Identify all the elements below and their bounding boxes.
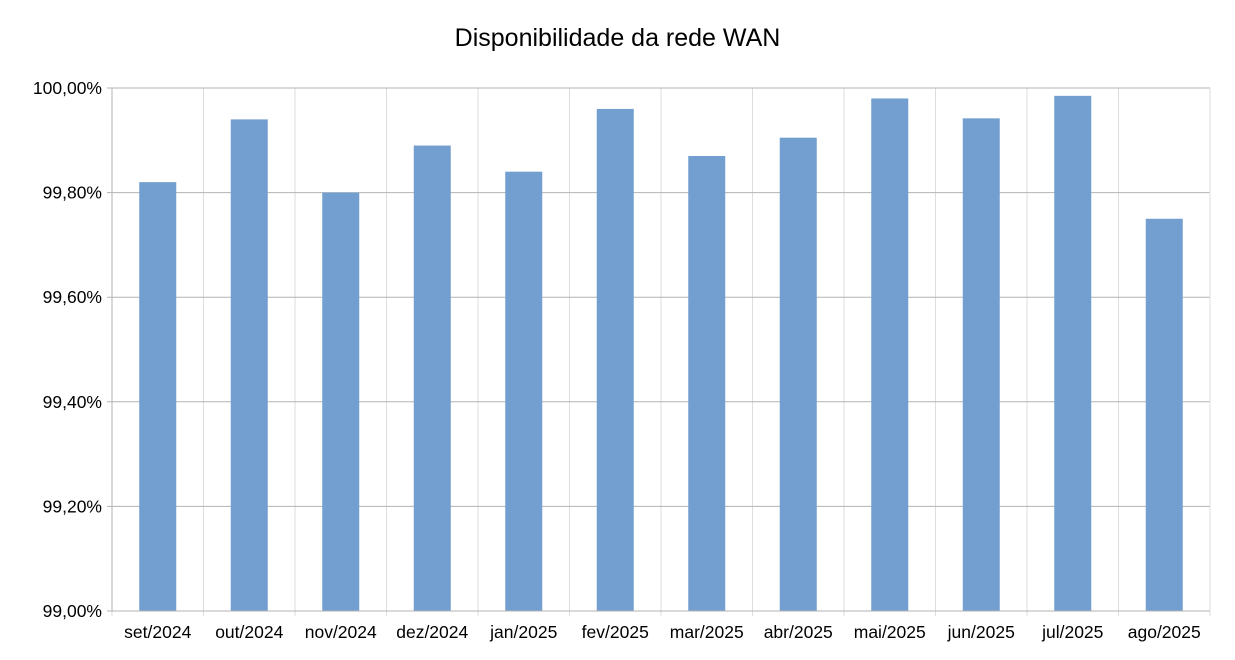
x-tick-label: abr/2025	[764, 622, 833, 642]
bar-fev-2025	[596, 108, 634, 612]
axes	[107, 88, 1211, 612]
bar-mai-2025	[871, 98, 909, 611]
x-tick-label: jul/2025	[1041, 622, 1103, 642]
x-tick-label: fev/2025	[582, 622, 649, 642]
bar-jan-2025	[505, 171, 543, 611]
y-tick-label: 99,60%	[43, 287, 102, 307]
chart-title: Disponibilidade da rede WAN	[454, 24, 781, 52]
x-tick-label: jan/2025	[489, 622, 557, 642]
bar-out-2024	[230, 119, 268, 611]
y-tick-label: 99,80%	[43, 183, 102, 203]
grid-lines	[107, 87, 1211, 616]
bar-set-2024	[139, 182, 177, 611]
x-tick-label: dez/2024	[396, 622, 468, 642]
y-tick-label: 100,00%	[33, 78, 102, 98]
y-tick-label: 99,20%	[43, 496, 102, 516]
x-tick-label: jun/2025	[947, 622, 1015, 642]
x-tick-label: mai/2025	[854, 622, 926, 642]
bar-abr-2025	[779, 137, 817, 611]
x-tick-label: mar/2025	[670, 622, 744, 642]
x-tick-label: nov/2024	[305, 622, 377, 642]
x-tick-label: ago/2025	[1128, 622, 1201, 642]
bar-ago-2025	[1145, 218, 1183, 611]
bar-mar-2025	[688, 155, 726, 612]
bar-nov-2024	[322, 192, 360, 611]
y-tick-label: 99,40%	[43, 392, 102, 412]
x-tick-label: out/2024	[215, 622, 283, 642]
tick-labels: 99,00% 99,20% 99,40% 99,60% 99,80% 100,00% set…	[33, 78, 1201, 642]
y-tick-label: 99,00%	[43, 601, 102, 621]
bar-jun-2025	[962, 118, 1000, 612]
bars	[139, 95, 1183, 612]
x-tick-label: set/2024	[124, 622, 191, 642]
bar-jul-2025	[1054, 95, 1092, 612]
bar-dez-2024	[413, 145, 451, 611]
